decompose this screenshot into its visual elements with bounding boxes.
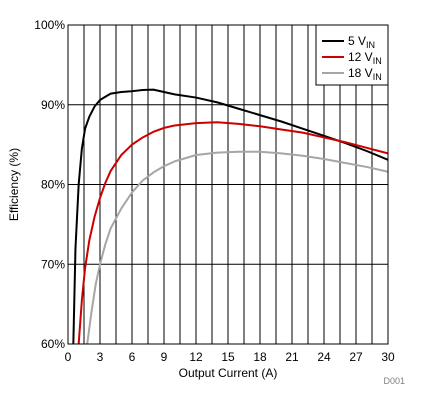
legend-entry-name: 5 V <box>348 34 366 48</box>
x-tick-label: 24 <box>317 350 331 364</box>
x-tick-label: 12 <box>189 350 203 364</box>
y-tick-label: 90% <box>41 98 65 112</box>
legend-entry-label: 18 VIN <box>348 66 382 82</box>
x-tick-label: 30 <box>381 350 395 364</box>
series-line-3 <box>86 150 388 344</box>
y-tick-label: 70% <box>41 257 65 271</box>
x-tick-label: 3 <box>97 350 104 364</box>
document-id-label: D001 <box>383 376 405 386</box>
legend-entry-label: 12 VIN <box>348 50 382 66</box>
series-line-1 <box>72 88 388 344</box>
legend-box <box>315 24 389 86</box>
y-tick-label: 100% <box>34 18 65 32</box>
series-layer <box>72 88 388 344</box>
legend-entry-subscript: IN <box>373 56 382 66</box>
x-tick-label: 15 <box>221 350 235 364</box>
x-tick-label: 9 <box>161 350 168 364</box>
x-tick-label: 21 <box>285 350 299 364</box>
legend-entry-name: 12 V <box>348 50 373 64</box>
x-tick-labels: 0 3 6 9 12 15 18 21 24 27 30 <box>65 350 395 364</box>
y-tick-labels: 60% 70% 80% 90% 100% <box>34 18 65 351</box>
legend-entry-name: 18 V <box>348 66 373 80</box>
x-tick-label: 0 <box>65 350 72 364</box>
series-line-2 <box>77 121 388 344</box>
x-tick-label: 6 <box>129 350 136 364</box>
x-tick-label: 27 <box>349 350 363 364</box>
x-tick-label: 18 <box>253 350 267 364</box>
y-tick-label: 80% <box>41 178 65 192</box>
y-tick-label: 60% <box>41 337 65 351</box>
legend-entry-subscript: IN <box>373 72 382 82</box>
legend-entry-label: 5 VIN <box>348 34 375 50</box>
x-axis-title: Output Current (A) <box>179 366 278 380</box>
plot-frame <box>67 24 389 345</box>
legend-entry-subscript: IN <box>366 40 375 50</box>
y-axis-title: Efficiency (%) <box>7 148 21 221</box>
